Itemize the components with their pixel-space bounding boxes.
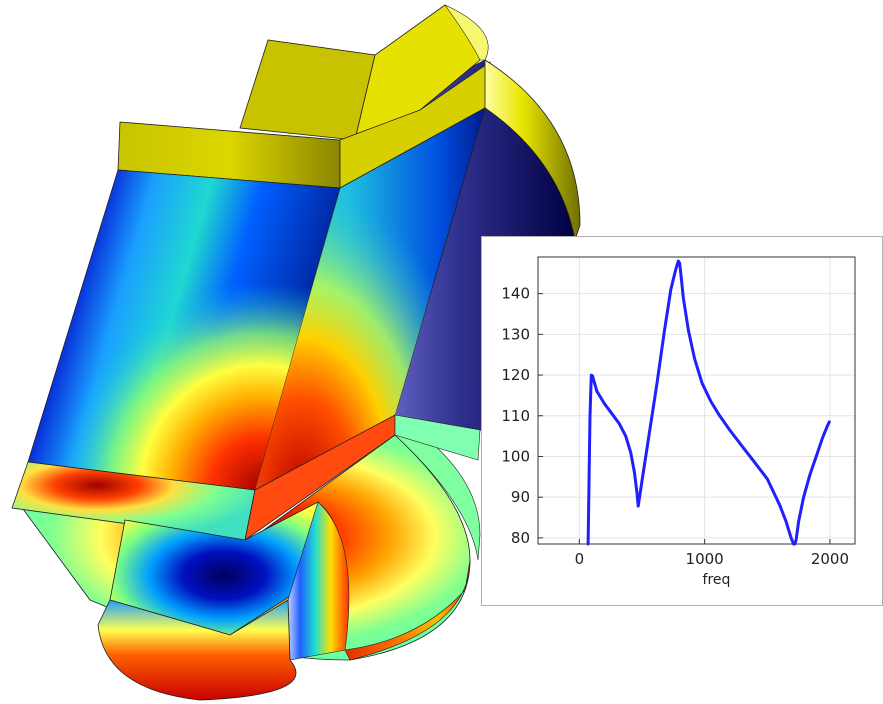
lower-cylinder-front (97, 599, 297, 701)
y-tick-label: 100 (501, 447, 530, 465)
x-axis-label: freq (703, 572, 731, 588)
top-cap-upper-block (239, 39, 376, 141)
x-tick-label: 1000 (686, 550, 724, 568)
lower-disc-front-right (344, 559, 471, 661)
x-tick-label: 0 (575, 550, 585, 568)
plot-canvas: 0 1000 2000 80 90 100 110 120 130 140 freq (501, 256, 856, 588)
y-tick-label: 110 (501, 407, 530, 425)
y-tick-label: 80 (511, 529, 530, 547)
y-tick-label: 90 (511, 488, 530, 506)
y-tick-label: 120 (501, 366, 530, 384)
top-cap-curve (484, 59, 581, 242)
frequency-response-plot: 0 1000 2000 80 90 100 110 120 130 140 freq (481, 236, 883, 606)
slab-band-right-end (394, 414, 481, 461)
x-tick-label: 2000 (811, 550, 849, 568)
plot-frame (537, 256, 856, 545)
y-tick-label: 140 (501, 285, 530, 303)
series-line (586, 259, 831, 546)
top-cap-far-curve (444, 4, 489, 61)
y-tick-label: 130 (501, 325, 530, 343)
